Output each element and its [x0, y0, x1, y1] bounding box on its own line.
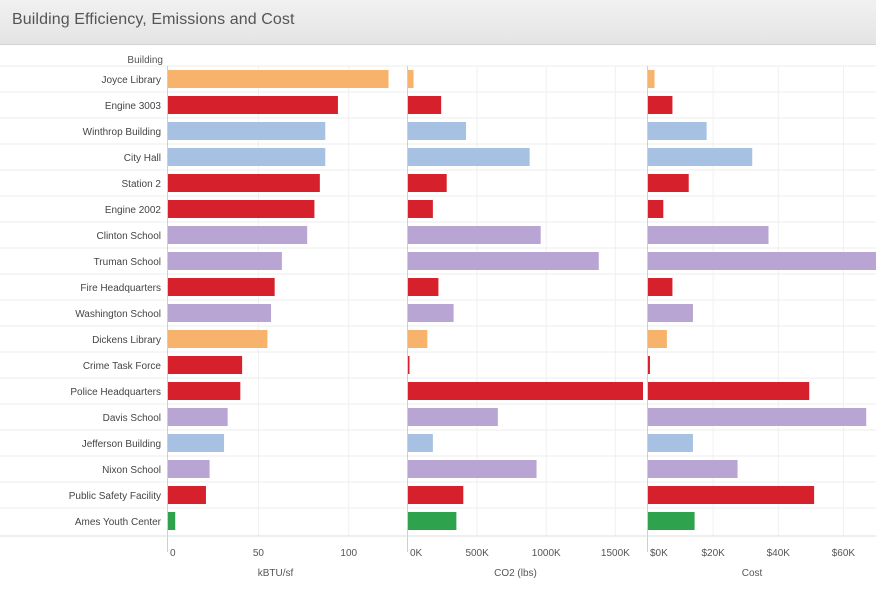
bar-kbtu[interactable]: [168, 148, 326, 166]
bar-co2[interactable]: [408, 122, 467, 140]
axis-label-co2: CO2 (lbs): [494, 568, 537, 579]
bar-kbtu[interactable]: [168, 486, 206, 504]
category-label: Winthrop Building: [83, 127, 161, 138]
bar-kbtu[interactable]: [168, 304, 272, 322]
bar-co2[interactable]: [408, 434, 433, 452]
bar-cost[interactable]: [648, 174, 689, 192]
bar-kbtu[interactable]: [168, 382, 241, 400]
bar-co2[interactable]: [408, 408, 498, 426]
building-efficiency-chart: Building Joyce Library Engine 3003 Winthrop…: [0, 55, 876, 579]
bar-co2[interactable]: [408, 252, 599, 270]
tick-label: $0K: [650, 548, 668, 559]
bar-kbtu[interactable]: [168, 278, 275, 296]
bar-co2[interactable]: [408, 174, 447, 192]
tick-label: 100: [340, 548, 357, 559]
category-label: Ames Youth Center: [75, 517, 162, 528]
category-label: Washington School: [75, 309, 161, 320]
bar-cost[interactable]: [648, 304, 693, 322]
bar-co2[interactable]: [408, 330, 428, 348]
bar-kbtu[interactable]: [168, 200, 315, 218]
tick-label: 1500K: [601, 548, 630, 559]
category-label: Public Safety Facility: [69, 491, 161, 502]
bar-cost[interactable]: [648, 96, 673, 114]
tick-label: $20K: [701, 548, 725, 559]
bar-cost[interactable]: [648, 408, 867, 426]
bar-kbtu[interactable]: [168, 356, 243, 374]
category-label: Engine 3003: [105, 101, 162, 112]
bar-co2[interactable]: [408, 70, 414, 88]
bar-kbtu[interactable]: [168, 70, 389, 88]
bar-cost[interactable]: [648, 382, 810, 400]
category-label: Joyce Library: [102, 75, 161, 86]
bar-co2[interactable]: [408, 512, 457, 530]
bar-cost[interactable]: [648, 486, 815, 504]
bar-cost[interactable]: [648, 356, 650, 374]
bar-cost[interactable]: [648, 434, 693, 452]
bar-co2[interactable]: [408, 460, 537, 478]
tick-label: 0K: [410, 548, 423, 559]
bar-kbtu[interactable]: [168, 460, 210, 478]
tick-label: 500K: [465, 548, 489, 559]
bar-co2[interactable]: [408, 200, 433, 218]
bar-co2[interactable]: [408, 304, 454, 322]
category-label: Davis School: [103, 413, 161, 424]
category-label: Dickens Library: [92, 335, 161, 346]
tick-label: 50: [253, 548, 265, 559]
bar-kbtu[interactable]: [168, 122, 326, 140]
bar-cost[interactable]: [648, 200, 664, 218]
bar-cost[interactable]: [648, 122, 707, 140]
dashboard-title: Building Efficiency, Emissions and Cost: [12, 11, 295, 28]
bar-cost[interactable]: [648, 330, 667, 348]
category-label: Fire Headquarters: [80, 283, 161, 294]
tick-label: $60K: [832, 548, 856, 559]
bar-cost[interactable]: [648, 460, 738, 478]
title-bar: Building Efficiency, Emissions and Cost: [0, 0, 876, 45]
tick-label: $40K: [767, 548, 791, 559]
row-header-label: Building: [127, 55, 163, 66]
bar-cost[interactable]: [648, 148, 753, 166]
category-label: Nixon School: [102, 465, 161, 476]
category-label: Engine 2002: [105, 205, 162, 216]
bar-co2[interactable]: [408, 486, 464, 504]
bar-cost[interactable]: [648, 226, 769, 244]
bar-cost[interactable]: [648, 278, 673, 296]
bar-kbtu[interactable]: [168, 330, 268, 348]
bar-co2[interactable]: [408, 226, 541, 244]
bar-kbtu[interactable]: [168, 512, 176, 530]
bar-co2[interactable]: [408, 96, 442, 114]
bar-kbtu[interactable]: [168, 252, 282, 270]
tick-label: 0: [170, 548, 176, 559]
bar-cost[interactable]: [648, 512, 695, 530]
bar-kbtu[interactable]: [168, 226, 308, 244]
category-label: Clinton School: [97, 231, 161, 242]
axis-label-kbtu: kBTU/sf: [258, 568, 294, 579]
bar-cost[interactable]: [648, 252, 876, 270]
category-label: Station 2: [122, 179, 162, 190]
category-label: Crime Task Force: [83, 361, 162, 372]
bar-kbtu[interactable]: [168, 434, 225, 452]
bar-co2[interactable]: [408, 148, 530, 166]
category-label: Police Headquarters: [70, 387, 161, 398]
bar-co2[interactable]: [408, 356, 410, 374]
tick-label: 1000K: [532, 548, 561, 559]
axis-label-cost: Cost: [742, 568, 763, 579]
bar-co2[interactable]: [408, 278, 439, 296]
category-label: City Hall: [124, 153, 161, 164]
bar-co2[interactable]: [408, 382, 643, 400]
bar-kbtu[interactable]: [168, 174, 320, 192]
bar-kbtu[interactable]: [168, 408, 228, 426]
category-label: Jefferson Building: [82, 439, 161, 450]
bar-kbtu[interactable]: [168, 96, 338, 114]
category-label: Truman School: [94, 257, 161, 268]
bar-cost[interactable]: [648, 70, 655, 88]
